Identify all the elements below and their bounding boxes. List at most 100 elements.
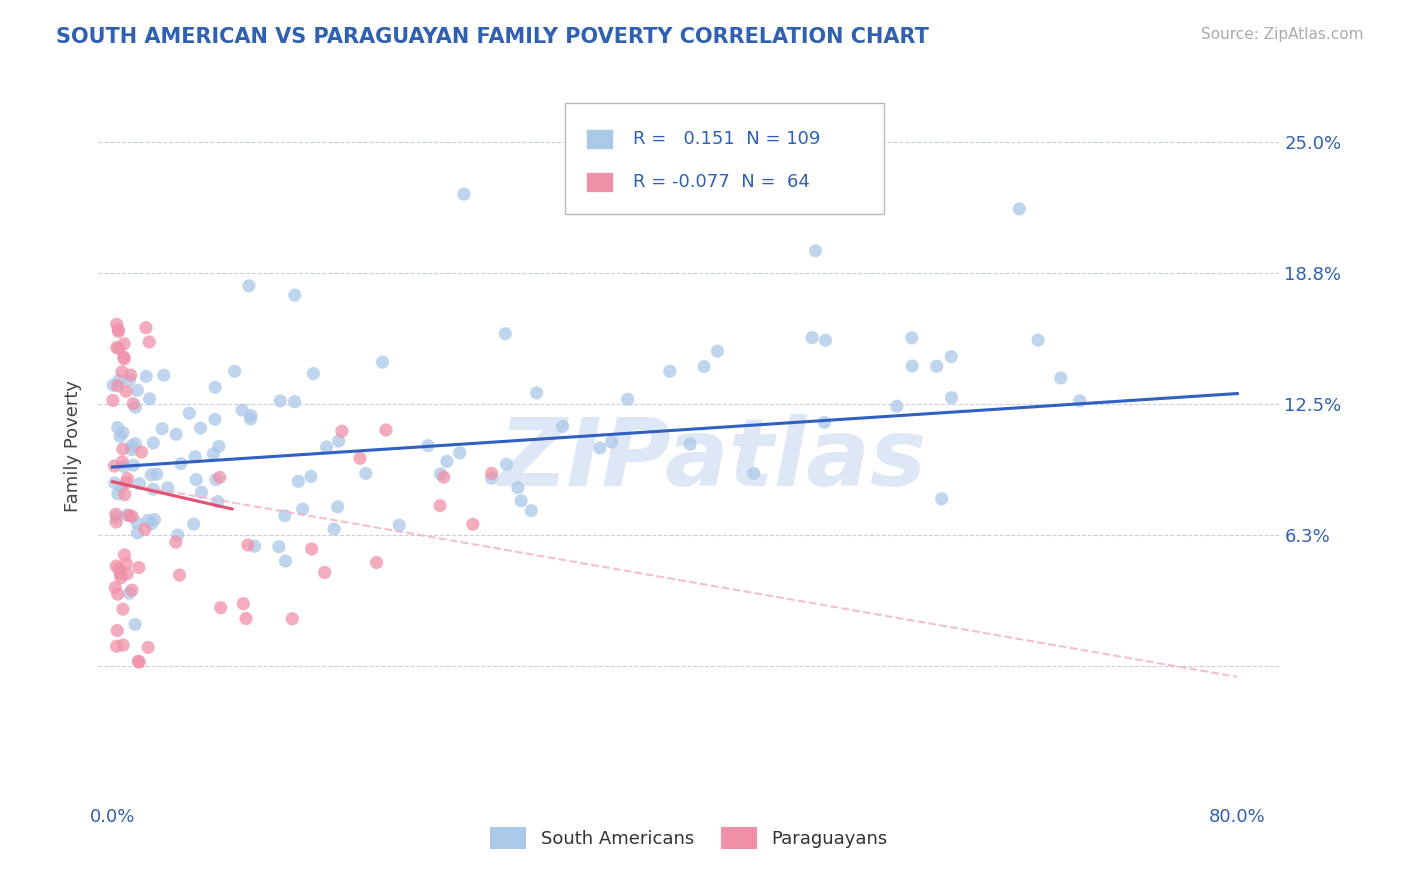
Point xyxy=(274,508,297,523)
Point xyxy=(127,384,149,398)
Point xyxy=(436,454,458,468)
Point xyxy=(115,508,138,522)
Point xyxy=(274,554,297,568)
Point xyxy=(118,373,141,387)
Point xyxy=(122,397,145,411)
Point xyxy=(108,429,131,443)
Legend: South Americans, Paraguayans: South Americans, Paraguayans xyxy=(481,818,897,858)
Point xyxy=(124,617,146,632)
Point xyxy=(449,446,471,460)
Point xyxy=(326,500,349,514)
Point xyxy=(941,350,963,364)
Point xyxy=(1026,333,1049,347)
Point xyxy=(110,571,132,585)
Point xyxy=(600,435,623,450)
Point xyxy=(118,586,141,600)
Point xyxy=(107,562,129,576)
Point xyxy=(111,602,134,616)
Point xyxy=(461,517,484,532)
Point xyxy=(931,491,953,506)
Point xyxy=(281,612,304,626)
Point xyxy=(145,467,167,482)
Point xyxy=(107,378,129,392)
Point xyxy=(105,639,128,653)
Point xyxy=(156,481,179,495)
Point xyxy=(135,320,157,334)
Point xyxy=(104,581,127,595)
Point xyxy=(209,600,232,615)
FancyBboxPatch shape xyxy=(586,129,613,149)
Point xyxy=(115,566,138,581)
Point xyxy=(107,420,129,434)
Point xyxy=(111,425,134,440)
Point xyxy=(121,442,143,457)
Text: R =   0.151  N = 109: R = 0.151 N = 109 xyxy=(634,130,821,148)
Point xyxy=(238,278,260,293)
Point xyxy=(804,244,827,258)
Point xyxy=(886,399,908,413)
Point xyxy=(142,436,165,450)
Point xyxy=(901,359,924,373)
Point xyxy=(118,508,141,523)
Point xyxy=(107,323,129,337)
Point xyxy=(330,424,353,438)
Point xyxy=(284,288,307,302)
Point xyxy=(124,436,146,450)
Point xyxy=(658,364,681,378)
Point xyxy=(101,378,124,392)
Point xyxy=(112,336,135,351)
Point xyxy=(124,401,146,415)
Point xyxy=(706,344,728,359)
Point xyxy=(506,481,529,495)
Point xyxy=(111,442,134,456)
Point xyxy=(121,509,143,524)
Point xyxy=(112,350,135,364)
Point xyxy=(208,470,231,484)
Point xyxy=(267,540,290,554)
Point xyxy=(104,475,127,490)
Point xyxy=(107,487,129,501)
Point xyxy=(127,525,149,540)
Point xyxy=(301,541,323,556)
Point xyxy=(429,499,451,513)
Point xyxy=(165,427,187,442)
Point xyxy=(165,535,187,549)
Point xyxy=(231,403,253,417)
Point xyxy=(224,364,246,378)
Point xyxy=(128,655,150,669)
Point xyxy=(204,412,226,426)
Point xyxy=(328,434,350,448)
Point xyxy=(105,559,128,574)
Y-axis label: Family Poverty: Family Poverty xyxy=(65,380,83,512)
Point xyxy=(388,518,411,533)
Point xyxy=(693,359,716,374)
Point xyxy=(128,560,150,574)
Point xyxy=(112,638,135,652)
Point xyxy=(375,423,398,437)
Point xyxy=(742,467,765,481)
Point xyxy=(110,480,132,494)
Point xyxy=(108,342,131,356)
Point xyxy=(510,493,533,508)
Point xyxy=(115,557,138,571)
Point xyxy=(114,487,136,501)
Point xyxy=(813,416,835,430)
Text: SOUTH AMERICAN VS PARAGUAYAN FAMILY POVERTY CORRELATION CHART: SOUTH AMERICAN VS PARAGUAYAN FAMILY POVE… xyxy=(56,27,929,46)
Point xyxy=(138,392,160,406)
Point xyxy=(925,359,948,374)
Point xyxy=(127,654,149,668)
Point xyxy=(150,422,173,436)
Point xyxy=(141,467,163,482)
Point xyxy=(166,528,188,542)
Point xyxy=(284,394,307,409)
Point xyxy=(349,451,371,466)
Point xyxy=(236,538,259,552)
Point xyxy=(202,447,225,461)
Point xyxy=(416,439,439,453)
Point xyxy=(105,318,128,332)
Point xyxy=(235,611,257,625)
Point xyxy=(143,513,166,527)
Point xyxy=(494,326,516,341)
Point xyxy=(239,412,262,426)
Point xyxy=(366,556,388,570)
